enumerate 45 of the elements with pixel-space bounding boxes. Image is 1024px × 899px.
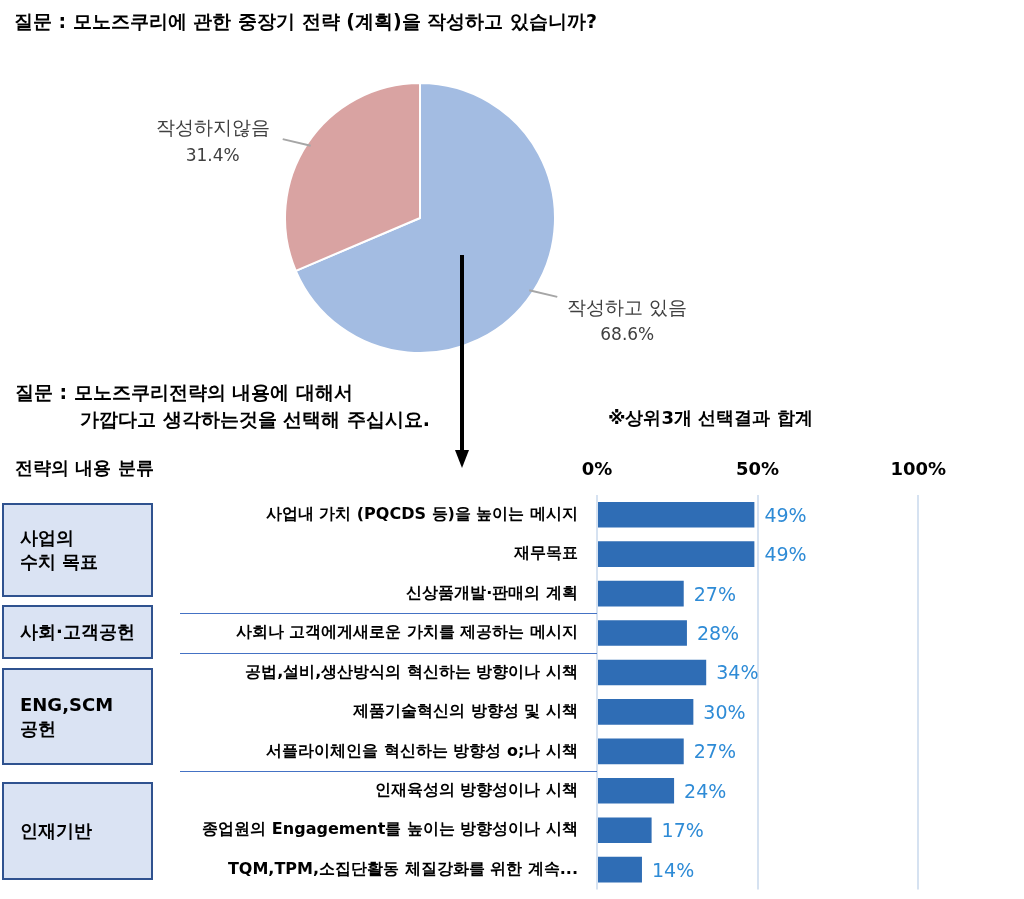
data-label: 27% [693,740,736,763]
y-tick-label: 인재육성의 방향성이나 시책 [374,779,578,799]
y-tick-label: 사회나 고객에게새로운 가치를 제공하는 메시지 [235,622,578,642]
bar [598,541,755,567]
data-label: 17% [661,819,704,842]
y-tick-label: TQM,TPM,소집단활동 체질강화를 위한 계속... [227,858,578,878]
slice-label: 작성하고 있음 [567,295,688,318]
data-label: 14% [651,858,695,881]
data-label: 27% [693,582,736,605]
bar [598,817,652,844]
data-label: 28% [696,621,740,644]
data-label: 49% [764,543,807,566]
y-tick-label: 공법,설비,생산방식의 혁신하는 방향이나 시책 [245,661,578,681]
data-label: 30% [703,700,746,723]
category-group-box: 인재기반 [2,782,153,880]
slice-label: 작성하지않음 [155,116,270,139]
y-axis-title: 전략의 내용 분류 [15,456,154,480]
category-group-box: 사업의 수치 목표 [2,503,153,597]
bar [598,580,684,607]
bar [598,501,755,528]
data-label: 34% [716,661,759,684]
text: ※상위3개 선택결과 합계 [608,406,813,430]
y-tick-label: 신상품개발·판매의 계획 [406,582,578,602]
x-tick-label: 100% [890,457,946,479]
y-tick-label: 재무목표 [513,543,578,563]
bar [598,738,684,765]
data-label: 49% [764,503,807,526]
text: 질문 : 모노즈쿠리전략의 내용에 대해서 가깝다고 생각하는것을 선택해 주십시요. [15,380,431,432]
x-tick-label: 0% [581,457,613,479]
x-tick-label: 50% [736,457,780,479]
bar [598,620,687,646]
bar [598,856,642,883]
y-tick-label: 서플라이체인을 혁신하는 방향성 o;나 시책 [266,740,578,760]
data-label: 68.6% [600,324,655,345]
bar [598,699,694,725]
data-label: 31.4% [185,144,240,165]
y-tick-label: 사업내 가치 (PQCDS 등)을 높이는 메시지 [265,503,578,523]
category-group-box: ENG,SCM 공헌 [2,668,153,765]
bar [598,659,707,686]
bar [598,777,675,804]
category-group-box: 사회·고객공헌 [2,605,153,659]
data-label: 24% [684,779,727,802]
y-tick-label: 종업원의 Engagement를 높이는 방향성이나 시책 [202,819,578,839]
chart-title: 질문 : 모노즈쿠리에 관한 중장기 전략 (계획)을 작성하고 있습니까? [14,9,597,34]
y-tick-label: 제품기술혁신의 방향성 및 시책 [352,701,578,721]
